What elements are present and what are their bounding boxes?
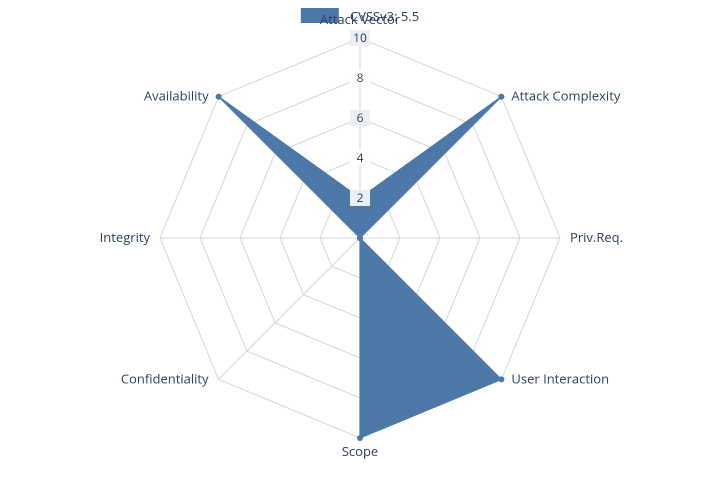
tick-label: 8 [357, 69, 364, 86]
data-marker [357, 235, 363, 241]
data-marker [498, 376, 504, 382]
data-marker [357, 435, 363, 441]
axis-label: Attack Vector [320, 10, 401, 28]
axis-label: Confidentiality [121, 369, 209, 387]
axis-label: User Interaction [511, 369, 609, 387]
tick-label: 10 [353, 29, 367, 46]
axis-label: Scope [342, 442, 378, 460]
axis-label: Availability [144, 87, 209, 105]
axis-label: Priv.Req. [570, 228, 623, 246]
data-marker [498, 94, 504, 100]
radar-chart: Attack Vector Attack Complexity Priv.Req. U… [0, 0, 720, 504]
tick-label: 2 [357, 189, 364, 206]
tick-label: 6 [357, 109, 364, 126]
axis-label: Integrity [100, 228, 151, 246]
tick-label: 4 [357, 149, 364, 166]
data-marker [216, 94, 222, 100]
axis-label: Attack Complexity [511, 87, 620, 105]
